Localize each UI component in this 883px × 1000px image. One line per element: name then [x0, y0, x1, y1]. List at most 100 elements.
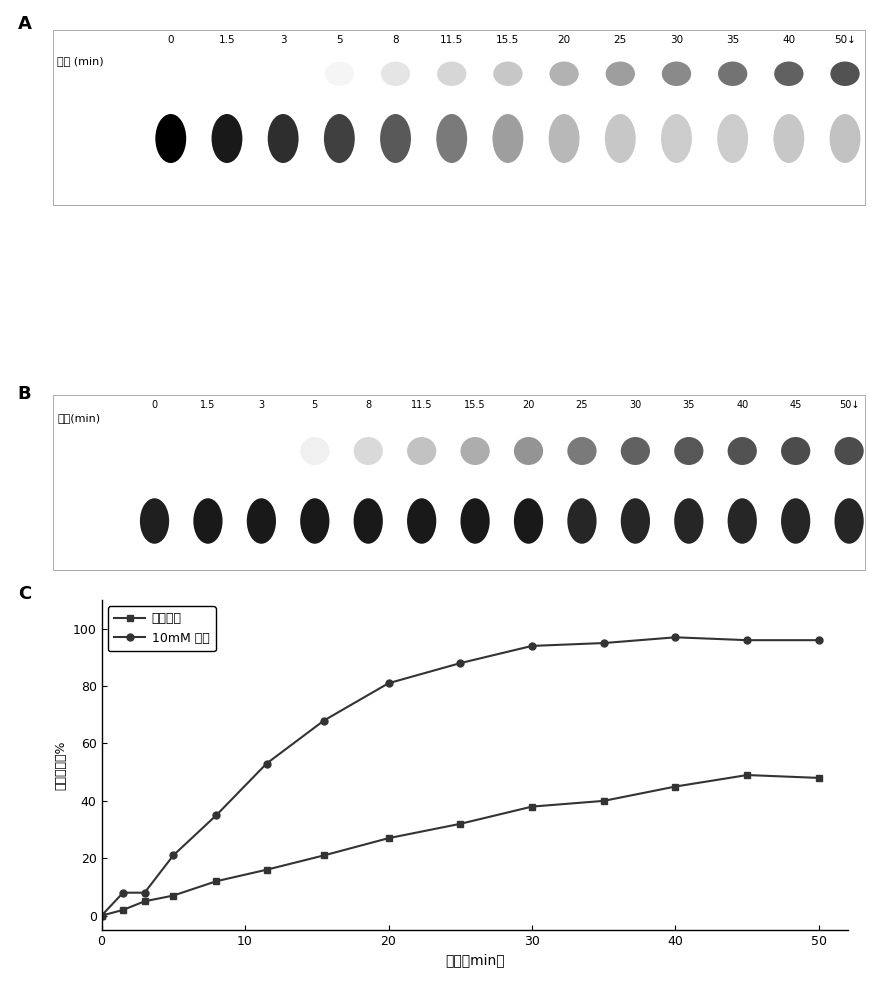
Ellipse shape: [140, 498, 170, 544]
Ellipse shape: [834, 498, 864, 544]
Y-axis label: 转化百分率%: 转化百分率%: [54, 740, 67, 790]
Ellipse shape: [268, 114, 298, 163]
10mM 精胺: [140, 887, 150, 899]
10mM 精胺: [599, 637, 609, 649]
Ellipse shape: [353, 437, 383, 465]
10mM 精胺: [814, 634, 825, 646]
Ellipse shape: [437, 62, 466, 86]
Ellipse shape: [661, 62, 691, 86]
Ellipse shape: [781, 498, 811, 544]
Text: 8: 8: [366, 400, 371, 410]
Text: 11.5: 11.5: [440, 35, 464, 45]
Ellipse shape: [774, 62, 804, 86]
Text: 时间(min): 时间(min): [57, 413, 100, 423]
10mM 精胺: [455, 657, 465, 669]
Ellipse shape: [193, 498, 223, 544]
Ellipse shape: [621, 437, 650, 465]
10mM 精胺: [261, 758, 272, 770]
Text: 45: 45: [789, 400, 802, 410]
Text: 15.5: 15.5: [464, 400, 486, 410]
Ellipse shape: [380, 114, 411, 163]
Line: 不加精胺: 不加精胺: [98, 772, 822, 919]
Text: 15.5: 15.5: [496, 35, 519, 45]
不加精胺: [527, 801, 538, 813]
Ellipse shape: [774, 114, 804, 163]
Ellipse shape: [460, 437, 490, 465]
10mM 精胺: [527, 640, 538, 652]
10mM 精胺: [211, 809, 222, 821]
Text: 1.5: 1.5: [200, 400, 215, 410]
不加精胺: [742, 769, 752, 781]
Text: 40: 40: [782, 35, 796, 45]
Ellipse shape: [155, 114, 186, 163]
Ellipse shape: [568, 498, 597, 544]
不加精胺: [117, 904, 128, 916]
Ellipse shape: [568, 437, 597, 465]
不加精胺: [96, 910, 107, 922]
Text: 35: 35: [683, 400, 695, 410]
Text: 时间 (min): 时间 (min): [57, 56, 103, 66]
Ellipse shape: [493, 114, 524, 163]
Ellipse shape: [460, 498, 490, 544]
Ellipse shape: [834, 437, 864, 465]
不加精胺: [383, 832, 394, 844]
不加精胺: [168, 890, 178, 902]
Ellipse shape: [606, 62, 635, 86]
Text: 11.5: 11.5: [411, 400, 433, 410]
Text: 0: 0: [152, 400, 157, 410]
Text: 3: 3: [280, 35, 286, 45]
Ellipse shape: [494, 62, 523, 86]
Ellipse shape: [830, 62, 860, 86]
Text: 25: 25: [576, 400, 588, 410]
不加精胺: [140, 895, 150, 907]
Ellipse shape: [728, 437, 757, 465]
Text: 5: 5: [312, 400, 318, 410]
Ellipse shape: [621, 498, 650, 544]
Text: B: B: [18, 385, 31, 403]
Ellipse shape: [675, 437, 704, 465]
Ellipse shape: [548, 114, 579, 163]
Ellipse shape: [407, 498, 436, 544]
不加精胺: [211, 875, 222, 887]
不加精胺: [261, 864, 272, 876]
Text: 0: 0: [168, 35, 174, 45]
Legend: 不加精胺, 10mM 精胺: 不加精胺, 10mM 精胺: [108, 606, 215, 651]
10mM 精胺: [742, 634, 752, 646]
Ellipse shape: [717, 114, 748, 163]
10mM 精胺: [319, 715, 329, 727]
Text: 40: 40: [736, 400, 749, 410]
X-axis label: 时间（min）: 时间（min）: [445, 953, 504, 967]
10mM 精胺: [117, 887, 128, 899]
Ellipse shape: [675, 498, 704, 544]
10mM 精胺: [96, 910, 107, 922]
Text: 8: 8: [392, 35, 399, 45]
Ellipse shape: [300, 437, 329, 465]
Text: 25: 25: [614, 35, 627, 45]
Text: 1.5: 1.5: [219, 35, 235, 45]
Text: C: C: [18, 585, 31, 603]
Ellipse shape: [661, 114, 692, 163]
Ellipse shape: [830, 114, 860, 163]
Ellipse shape: [549, 62, 578, 86]
不加精胺: [599, 795, 609, 807]
不加精胺: [319, 849, 329, 861]
Ellipse shape: [353, 498, 383, 544]
10mM 精胺: [670, 631, 681, 643]
Ellipse shape: [436, 114, 467, 163]
Ellipse shape: [246, 498, 276, 544]
Text: 5: 5: [336, 35, 343, 45]
Ellipse shape: [407, 437, 436, 465]
Text: A: A: [18, 15, 32, 33]
Ellipse shape: [718, 62, 747, 86]
Text: 50↓: 50↓: [834, 35, 856, 45]
Ellipse shape: [381, 62, 411, 86]
不加精胺: [455, 818, 465, 830]
Ellipse shape: [728, 498, 757, 544]
Text: 20: 20: [523, 400, 535, 410]
Text: 50↓: 50↓: [839, 400, 859, 410]
Text: 20: 20: [557, 35, 570, 45]
10mM 精胺: [168, 849, 178, 861]
10mM 精胺: [383, 677, 394, 689]
Ellipse shape: [300, 498, 329, 544]
Ellipse shape: [212, 114, 243, 163]
